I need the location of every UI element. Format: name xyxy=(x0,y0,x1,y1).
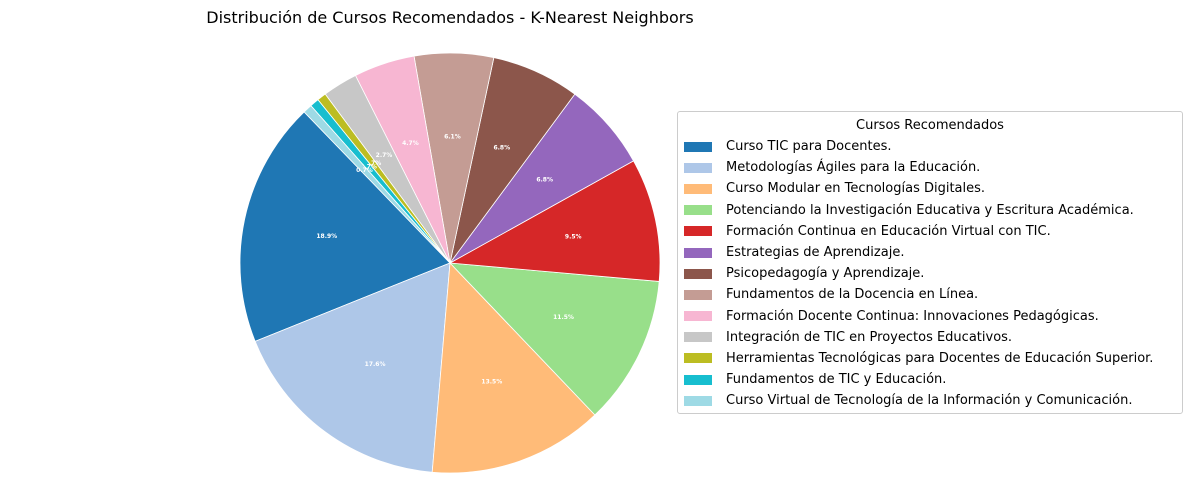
slice-label-3: 11.5% xyxy=(553,314,574,321)
slice-label-12: 0.7% xyxy=(356,167,373,174)
legend-swatch-9 xyxy=(684,332,712,343)
legend-swatch-1 xyxy=(684,162,712,173)
slice-label-6: 6.8% xyxy=(493,145,510,152)
legend-item-8: Formación Docente Continua: Innovaciones… xyxy=(678,306,1182,327)
pie-slice-3 xyxy=(448,262,660,416)
legend-item-2: Curso Modular en Tecnologías Digitales. xyxy=(678,178,1182,199)
legend-swatch-2 xyxy=(684,183,712,194)
pie-chart: 18.9% 17.6% 13.5% 11.5% 9.5% 6.8% 6.8% 6.1% 4.7%… xyxy=(239,52,661,474)
slice-label-4: 9.5% xyxy=(565,233,582,240)
pie-slice-4 xyxy=(448,160,661,282)
chart-title: Distribución de Cursos Recomendados - K-… xyxy=(206,8,694,27)
slice-label-9: 2.7% xyxy=(376,152,393,159)
legend-label-9: Integración de TIC en Proyectos Educativ… xyxy=(726,329,1013,345)
legend-item-6: Psicopedagogía y Aprendizaje. xyxy=(678,263,1182,284)
legend-item-3: Potenciando la Investigación Educativa y… xyxy=(678,200,1182,221)
slice-label-5: 6.8% xyxy=(536,176,553,183)
legend-item-10: Herramientas Tecnológicas para Docentes … xyxy=(678,348,1182,369)
slice-label-8: 4.7% xyxy=(402,140,419,147)
legend-item-5: Estrategias de Aprendizaje. xyxy=(678,242,1182,263)
legend-label-2: Curso Modular en Tecnologías Digitales. xyxy=(726,181,986,197)
legend-swatch-11 xyxy=(684,374,712,385)
slice-label-11: 0.7% xyxy=(360,163,377,170)
legend-swatch-4 xyxy=(684,226,712,237)
slice-label-10: 0.7% xyxy=(365,160,382,167)
legend-item-9: Integración de TIC en Proyectos Educativ… xyxy=(678,327,1182,348)
legend-item-1: Metodologías Ágiles para la Educación. xyxy=(678,157,1182,178)
legend-item-11: Fundamentos de TIC y Educación. xyxy=(678,369,1182,390)
legend-swatch-6 xyxy=(684,268,712,279)
legend-label-4: Formación Continua en Educación Virtual … xyxy=(726,223,1051,239)
legend-label-5: Estrategias de Aprendizaje. xyxy=(726,245,905,261)
legend-label-10: Herramientas Tecnológicas para Docentes … xyxy=(726,350,1154,366)
legend-swatch-3 xyxy=(684,205,712,216)
legend-items: Curso TIC para Docentes. Metodologías Ági… xyxy=(678,136,1182,411)
slice-label-7: 6.1% xyxy=(444,134,461,141)
legend-label-3: Potenciando la Investigación Educativa y… xyxy=(726,202,1134,218)
legend-swatch-5 xyxy=(684,247,712,258)
slice-label-0: 18.9% xyxy=(316,233,337,240)
legend-label-7: Fundamentos de la Docencia en Línea. xyxy=(726,287,979,303)
legend-item-0: Curso TIC para Docentes. xyxy=(678,136,1182,157)
legend-label-0: Curso TIC para Docentes. xyxy=(726,139,892,155)
legend-swatch-7 xyxy=(684,289,712,300)
legend-label-11: Fundamentos de TIC y Educación. xyxy=(726,372,947,388)
legend-item-12: Curso Virtual de Tecnología de la Inform… xyxy=(678,390,1182,411)
slice-label-1: 17.6% xyxy=(365,361,386,368)
legend-label-1: Metodologías Ágiles para la Educación. xyxy=(726,160,981,176)
legend-item-4: Formación Continua en Educación Virtual … xyxy=(678,221,1182,242)
pie-slice-1 xyxy=(254,262,451,473)
legend: Cursos Recomendados Curso TIC para Docen… xyxy=(677,111,1183,414)
slice-label-2: 13.5% xyxy=(481,378,502,385)
legend-title: Cursos Recomendados xyxy=(856,118,1004,133)
legend-item-7: Fundamentos de la Docencia en Línea. xyxy=(678,284,1182,305)
pie-slice-12 xyxy=(303,105,451,264)
legend-swatch-10 xyxy=(684,353,712,364)
legend-label-6: Psicopedagogía y Aprendizaje. xyxy=(726,266,925,282)
legend-label-8: Formación Docente Continua: Innovaciones… xyxy=(726,308,1099,324)
legend-swatch-0 xyxy=(684,141,712,152)
legend-swatch-8 xyxy=(684,311,712,322)
legend-label-12: Curso Virtual de Tecnología de la Inform… xyxy=(726,393,1133,409)
legend-swatch-12 xyxy=(684,395,712,406)
pie-slice-2 xyxy=(431,262,596,474)
